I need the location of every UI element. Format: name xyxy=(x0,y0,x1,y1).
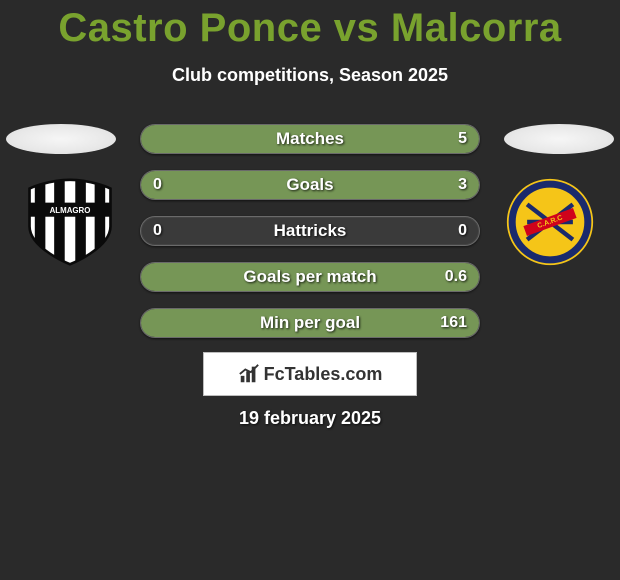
player-photo-right xyxy=(504,124,614,154)
stat-row: Goals per match 0.6 xyxy=(140,262,480,292)
stat-row: Min per goal 161 xyxy=(140,308,480,338)
player-photo-left xyxy=(6,124,116,154)
team-badge-right: C.A.R.C xyxy=(500,178,600,266)
stat-label: Goals per match xyxy=(141,263,479,291)
stat-label: Matches xyxy=(141,125,479,153)
page-title: Castro Ponce vs Malcorra xyxy=(0,0,620,51)
stat-value-right: 0.6 xyxy=(433,263,479,291)
bar-chart-icon xyxy=(238,363,260,385)
stat-row: 0 Hattricks 0 xyxy=(140,216,480,246)
stat-label: Goals xyxy=(141,171,479,199)
stat-row: 0 Goals 3 xyxy=(140,170,480,200)
club-crest-icon: C.A.R.C xyxy=(500,178,600,266)
branding-text: FcTables.com xyxy=(264,364,383,385)
stat-row: Matches 5 xyxy=(140,124,480,154)
team-badge-left: ALMAGRO xyxy=(20,178,120,266)
subtitle: Club competitions, Season 2025 xyxy=(0,65,620,86)
branding-box: FcTables.com xyxy=(203,352,417,396)
stats-container: Matches 5 0 Goals 3 0 Hattricks 0 Goals … xyxy=(140,124,480,338)
stat-value-right: 0 xyxy=(446,217,479,245)
stat-value-right: 5 xyxy=(446,125,479,153)
stat-value-right: 161 xyxy=(428,309,479,337)
footer-date: 19 february 2025 xyxy=(0,408,620,429)
stat-value-right: 3 xyxy=(446,171,479,199)
svg-text:ALMAGRO: ALMAGRO xyxy=(50,206,91,215)
stat-label: Hattricks xyxy=(141,217,479,245)
shield-icon: ALMAGRO xyxy=(20,178,120,266)
